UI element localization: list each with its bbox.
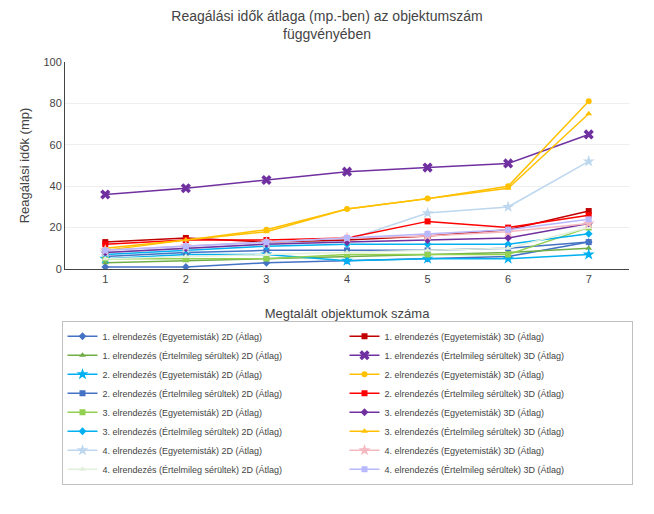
svg-text:60: 60	[50, 139, 62, 151]
svg-text:Reagálási idők átlaga (mp.-ben: Reagálási idők átlaga (mp.-ben) az objek…	[171, 8, 482, 42]
svg-text:3: 3	[263, 273, 269, 285]
svg-text:Reagálási idők (mp): Reagálási idők (mp)	[17, 108, 32, 224]
svg-text:1. elrendezés (Egyetemisták) 2: 1. elrendezés (Egyetemisták) 2D (Átlag)	[103, 332, 263, 342]
svg-text:4. elrendezés (Egyetemisták) 3: 4. elrendezés (Egyetemisták) 3D (Átlag)	[385, 446, 545, 456]
svg-text:2. elrendezés (Értelmileg sérü: 2. elrendezés (Értelmileg sérültek) 3D (…	[385, 389, 565, 399]
svg-text:1. elrendezés (Egyetemisták) 3: 1. elrendezés (Egyetemisták) 3D (Átlag)	[385, 332, 545, 342]
svg-text:1: 1	[102, 273, 108, 285]
svg-text:40: 40	[50, 180, 62, 192]
svg-text:4. elrendezés (Egyetemisták) 2: 4. elrendezés (Egyetemisták) 2D (Átlag)	[103, 446, 263, 456]
svg-text:2. elrendezés (Egyetemisták) 3: 2. elrendezés (Egyetemisták) 3D (Átlag)	[385, 370, 545, 380]
svg-text:2. elrendezés (Értelmileg sérü: 2. elrendezés (Értelmileg sérültek) 2D (…	[103, 389, 283, 399]
svg-text:2. elrendezés (Egyetemisták) 2: 2. elrendezés (Egyetemisták) 2D (Átlag)	[103, 370, 263, 380]
svg-text:4. elrendezés (Értelmileg sérü: 4. elrendezés (Értelmileg sérültek) 3D (…	[385, 465, 565, 475]
svg-text:7: 7	[586, 273, 592, 285]
svg-text:0: 0	[56, 263, 62, 275]
svg-text:3. elrendezés (Értelmileg sérü: 3. elrendezés (Értelmileg sérültek) 3D (…	[385, 427, 565, 437]
svg-text:3. elrendezés (Egyetemisták) 3: 3. elrendezés (Egyetemisták) 3D (Átlag)	[385, 408, 545, 418]
svg-text:Megtalált objektumok száma: Megtalált objektumok száma	[265, 306, 431, 321]
svg-text:1. elrendezés (Értelmileg sérü: 1. elrendezés (Értelmileg sérültek) 2D (…	[103, 351, 283, 361]
svg-text:3. elrendezés (Értelmileg sérü: 3. elrendezés (Értelmileg sérültek) 2D (…	[103, 427, 283, 437]
svg-text:4: 4	[344, 273, 350, 285]
svg-text:6: 6	[505, 273, 511, 285]
svg-text:20: 20	[50, 221, 62, 233]
svg-text:2: 2	[183, 273, 189, 285]
svg-text:100: 100	[43, 56, 61, 68]
svg-text:1. elrendezés (Értelmileg sérü: 1. elrendezés (Értelmileg sérültek) 3D (…	[385, 351, 565, 361]
svg-text:80: 80	[50, 97, 62, 109]
svg-text:3. elrendezés (Egyetemisták) 2: 3. elrendezés (Egyetemisták) 2D (Átlag)	[103, 408, 263, 418]
svg-text:5: 5	[425, 273, 431, 285]
svg-text:4. elrendezés (Értelmileg sérü: 4. elrendezés (Értelmileg sérültek) 2D (…	[103, 465, 283, 475]
